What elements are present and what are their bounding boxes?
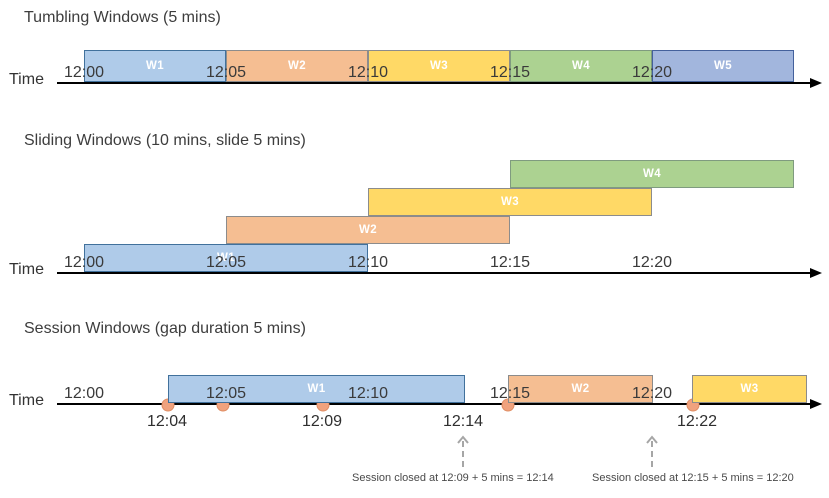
session-sublabel-1204: 12:04: [146, 413, 188, 430]
session-annotation-text-1: Session closed at 12:09 + 5 mins = 12:14: [352, 472, 554, 484]
sliding-tick-1220: 12:20: [631, 254, 673, 271]
session-annotation-text-2: Session closed at 12:15 + 5 mins = 12:20: [592, 472, 794, 484]
sliding-tick-1205: 12:05: [205, 254, 247, 271]
tumbling-window-label-w5: W5: [713, 60, 733, 72]
tumbling-time-axis-label: Time: [9, 71, 44, 88]
sliding-window-label-w1: W1: [216, 252, 236, 264]
sliding-tick-1215: 12:15: [489, 254, 531, 271]
sliding-window-label-w2: W2: [358, 224, 378, 236]
session-axis-arrowhead-icon: [810, 399, 822, 409]
session-time-axis: [57, 403, 810, 405]
tumbling-axis-arrowhead-icon: [810, 78, 822, 88]
tumbling-window-w2: W2: [226, 50, 368, 82]
session-annotation-arrow-icon-1: [456, 435, 470, 472]
session-tick-1205: 12:05: [205, 385, 247, 402]
tumbling-tick-1200: 12:00: [63, 64, 105, 81]
sliding-tick-1200: 12:00: [63, 254, 105, 271]
session-window-label-w2: W2: [571, 383, 590, 395]
session-tick-1200: 12:00: [63, 385, 105, 402]
session-window-w2: W2: [508, 375, 653, 403]
session-tick-1215: 12:15: [489, 385, 531, 402]
tumbling-tick-1205: 12:05: [205, 64, 247, 81]
tumbling-section-title: Tumbling Windows (5 mins): [24, 9, 221, 26]
tumbling-window-label-w2: W2: [287, 60, 307, 72]
sliding-axis-arrowhead-icon: [810, 268, 822, 278]
sliding-section-title: Sliding Windows (10 mins, slide 5 mins): [24, 132, 306, 149]
session-window-w1: W1: [168, 375, 465, 403]
sliding-window-w4: W4: [510, 160, 794, 188]
sliding-time-axis-label: Time: [9, 261, 44, 278]
tumbling-window-label-w4: W4: [571, 60, 591, 72]
session-window-label-w1: W1: [307, 383, 326, 395]
session-window-w3: W3: [692, 375, 807, 403]
session-tick-1220: 12:20: [631, 385, 673, 402]
sliding-window-label-w4: W4: [642, 168, 662, 180]
session-tick-1210: 12:10: [347, 385, 389, 402]
tumbling-window-w5: W5: [652, 50, 794, 82]
session-section-title: Session Windows (gap duration 5 mins): [24, 320, 306, 337]
tumbling-window-label-w1: W1: [145, 60, 165, 72]
sliding-window-w1: W1: [84, 244, 368, 272]
session-time-axis-label: Time: [9, 392, 44, 409]
tumbling-tick-1220: 12:20: [631, 64, 673, 81]
sliding-time-axis: [57, 272, 810, 274]
tumbling-tick-1215: 12:15: [489, 64, 531, 81]
tumbling-tick-1210: 12:10: [347, 64, 389, 81]
session-annotation-arrow-icon-2: [645, 435, 659, 472]
sliding-tick-1210: 12:10: [347, 254, 389, 271]
tumbling-time-axis: [57, 82, 810, 84]
tumbling-window-w3: W3: [368, 50, 510, 82]
session-sublabel-1222: 12:22: [676, 413, 718, 430]
tumbling-window-label-w3: W3: [429, 60, 449, 72]
tumbling-window-w1: W1: [84, 50, 226, 82]
session-sublabel-1209: 12:09: [301, 413, 343, 430]
tumbling-window-w4: W4: [510, 50, 652, 82]
session-window-label-w3: W3: [740, 383, 759, 395]
sliding-window-w2: W2: [226, 216, 510, 244]
sliding-window-w3: W3: [368, 188, 652, 216]
sliding-window-label-w3: W3: [500, 196, 520, 208]
session-sublabel-1214: 12:14: [442, 413, 484, 430]
